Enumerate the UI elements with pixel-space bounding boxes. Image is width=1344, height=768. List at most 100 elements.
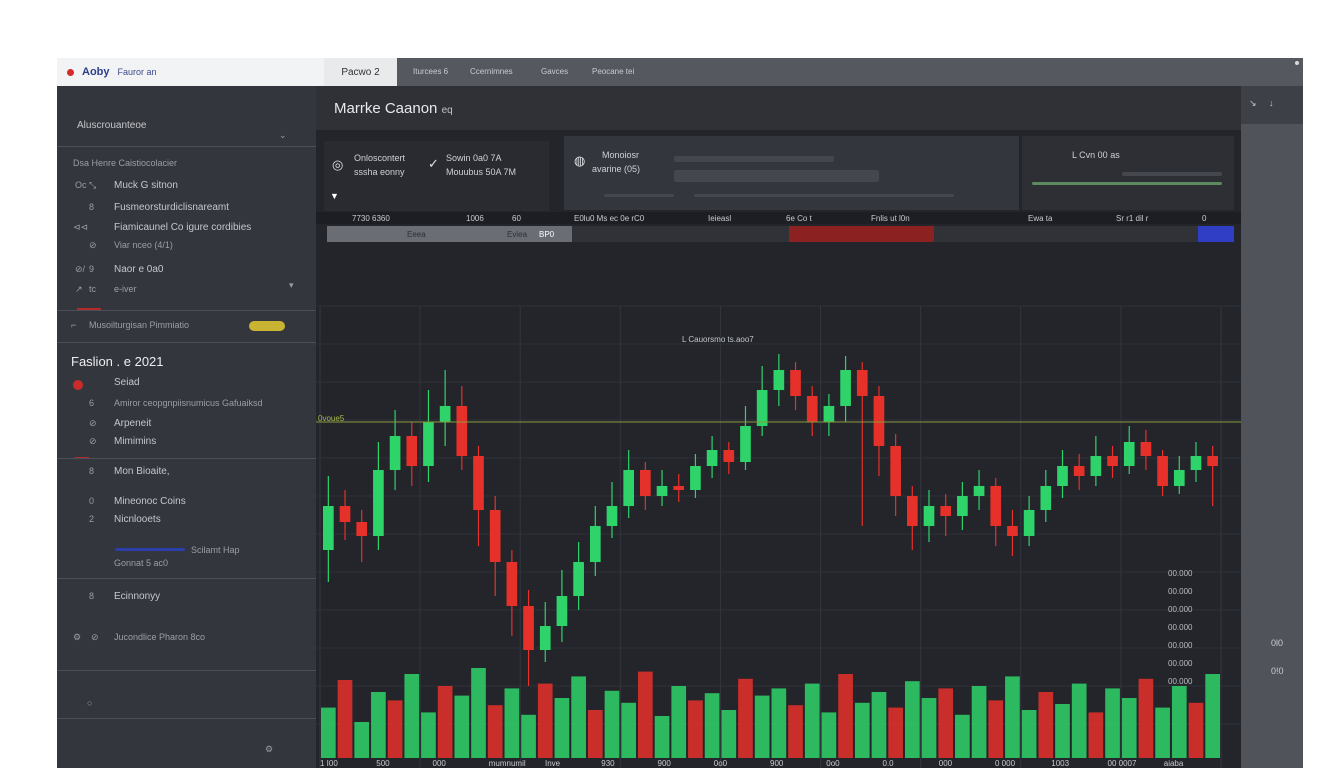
price-tick-label: 00.000: [1168, 659, 1193, 668]
sidebar-item-num: ⊘: [91, 632, 99, 642]
chevron-down-icon[interactable]: ⌄: [279, 130, 287, 140]
ticker-item[interactable]: 6e Co t: [786, 214, 812, 223]
triangle-down-icon[interactable]: ▼: [330, 191, 339, 201]
volume-bar: [821, 712, 837, 758]
checkmark-icon: ✓: [428, 156, 439, 171]
sidebar-item-label[interactable]: e-iver: [114, 284, 137, 294]
sidebar-item-label[interactable]: Nicnlooets: [114, 514, 161, 525]
volume-bar: [387, 700, 403, 758]
menu-item-1[interactable]: Iturcees 6: [413, 67, 449, 76]
x-tick-label: 1003: [1051, 759, 1069, 768]
candle-body: [589, 526, 601, 562]
x-tick-label: 0o0: [826, 759, 840, 768]
ticker-item[interactable]: 7730 6360: [352, 214, 390, 223]
sidebar-item-label[interactable]: Gonnat 5 ac0: [114, 558, 169, 568]
volume-bar: [554, 698, 570, 758]
ticker-item[interactable]: Fnlis ut l0n: [871, 214, 910, 223]
toggle-switch[interactable]: [249, 321, 285, 331]
arrow-down-icon[interactable]: ↓: [1269, 98, 1274, 108]
sidebar-item-label[interactable]: Muck G sitnon: [114, 180, 178, 191]
volume-bar: [621, 702, 637, 758]
sidebar-item-label[interactable]: Amiror ceopgnpiisnumicus Gafuaiksd: [114, 398, 263, 408]
sidebar-item-label[interactable]: Scilamt Hap: [191, 545, 240, 555]
sidebar-item-label[interactable]: Jucondlice Pharon 8co: [114, 632, 206, 642]
volume-bar: [1071, 683, 1087, 758]
candle-body: [790, 370, 801, 396]
ticker-item[interactable]: BP0: [539, 230, 555, 239]
volume-bar: [1088, 712, 1104, 758]
sidebar-item-num: ⊲⊲: [73, 222, 89, 232]
info-panel-right: L Cvn 00 as: [1022, 136, 1234, 210]
ticker-item[interactable]: 0: [1202, 214, 1207, 223]
ticker-alert: [789, 226, 934, 242]
candle-body: [906, 496, 918, 526]
gauge-icon: ◎: [332, 157, 344, 172]
trading-app-window: Aoby Fauror an Pacwo 2 Iturcees 6 Ccerni…: [57, 58, 1303, 768]
ticker-item[interactable]: E0lu0 Ms ec 0e rC0: [574, 214, 645, 223]
ticker-item[interactable]: 1006: [466, 214, 484, 223]
ticker-item[interactable]: Sr r1 dil r: [1116, 214, 1149, 223]
volume-bar: [988, 700, 1004, 758]
dropdown-arrow-icon[interactable]: ▾: [289, 280, 294, 290]
ticker-item[interactable]: Ieieasl: [708, 214, 732, 223]
main-header: [316, 86, 1241, 130]
tab-active[interactable]: Pacwo 2: [324, 58, 397, 86]
candle-body: [1090, 456, 1102, 476]
menu-item-3[interactable]: Gavces: [541, 67, 569, 76]
x-tick-label: 930: [601, 759, 615, 768]
sidebar-item-num: 8: [89, 202, 95, 212]
candle-body: [640, 470, 651, 496]
sidebar-item-glyph: tc: [89, 284, 97, 294]
candle-body: [439, 406, 451, 422]
candle-body: [840, 370, 851, 406]
info-line: avarine (05): [592, 164, 641, 174]
alert-dot-icon: [73, 380, 83, 390]
candle-body: [1107, 456, 1118, 466]
right-panel: ↘ ↓ 0l0 0!0: [1241, 86, 1303, 768]
sidebar-item-label[interactable]: Mimimins: [114, 436, 157, 447]
volume-bar: [888, 707, 903, 758]
ticker-item[interactable]: Eeea: [407, 230, 426, 239]
menu-item-4[interactable]: Peocane tei: [592, 67, 635, 76]
volume-bar: [454, 695, 470, 758]
volume-bar: [688, 700, 703, 758]
sidebar-item-label[interactable]: Mineonoc Coins: [114, 496, 186, 507]
page-title-suffix: eq: [441, 105, 453, 116]
candle-body: [1073, 466, 1085, 476]
sidebar-item-num: ⊘: [89, 240, 97, 250]
right-panel-header: ↘ ↓: [1241, 86, 1303, 124]
right-panel-label: 0l0: [1271, 638, 1284, 648]
price-chart[interactable]: 0voue5 L Cauorsmo ts.aoo7 00.00000.00000…: [316, 246, 1241, 768]
sidebar-item-label[interactable]: Fusmeorsturdiclisnareamt: [114, 202, 230, 213]
sidebar-item-label[interactable]: Mon Bioaite,: [114, 466, 170, 477]
ticker-item[interactable]: Eviea: [507, 230, 528, 239]
sidebar-item-label[interactable]: Naor e 0a0: [114, 264, 164, 275]
sidebar-item-glyph: 9: [89, 264, 95, 274]
sidebar-item-label[interactable]: Fiamicaunel Co igure cordibies: [114, 222, 252, 233]
app-logo-area[interactable]: Aoby Fauror an: [57, 58, 324, 86]
settings-icon[interactable]: ⚙: [265, 744, 274, 754]
volume-bar: [371, 692, 386, 758]
sidebar-item-label[interactable]: Arpeneit: [114, 418, 152, 429]
ticker-item[interactable]: 60: [512, 214, 521, 223]
page-title-text: Marrke Caanon: [334, 100, 438, 117]
ticker-active[interactable]: [1198, 226, 1234, 242]
sidebar-item-label[interactable]: Viar nceo (4/1): [114, 240, 173, 250]
settings-icon[interactable]: ⚙: [73, 632, 82, 642]
price-tick-label: 00.000: [1168, 569, 1193, 578]
red-indicator: [77, 308, 101, 310]
x-tick-label: 000: [433, 759, 447, 768]
arrow-down-right-icon[interactable]: ↘: [1249, 98, 1257, 108]
x-tick-label: 0.0: [883, 759, 895, 768]
sidebar-item-label[interactable]: Ecinnonyy: [114, 591, 161, 602]
x-tick-label: 1 I00: [320, 759, 338, 768]
window-control-icon[interactable]: [1295, 61, 1299, 65]
sidebar-item-label[interactable]: Seiad: [114, 377, 140, 388]
volume-bar: [788, 705, 803, 758]
circle-icon[interactable]: ○: [87, 698, 93, 708]
ticker-item[interactable]: Ewa ta: [1028, 214, 1053, 223]
candle-body: [1207, 456, 1218, 466]
info-line: Onloscontert: [354, 153, 406, 163]
menu-item-2[interactable]: Ccernimnes: [470, 67, 513, 76]
candle-body: [1023, 510, 1035, 536]
